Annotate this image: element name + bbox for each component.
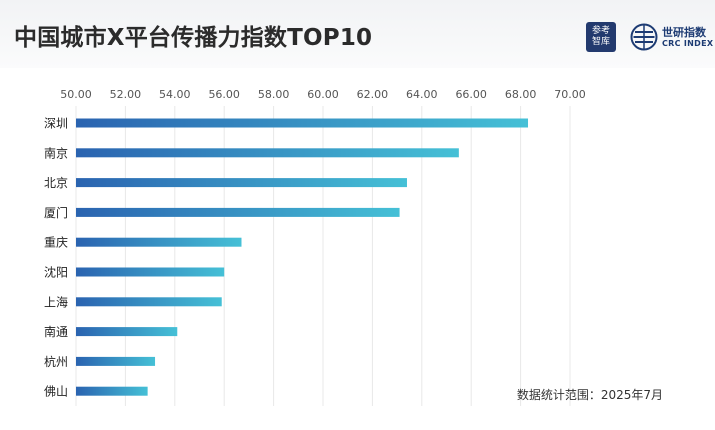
category-label: 北京 [44, 176, 68, 190]
think-tank-logo: 参考 智库 [586, 22, 616, 52]
category-label: 南京 [44, 145, 68, 160]
bar [76, 148, 459, 158]
bar [76, 267, 225, 277]
category-label: 厦门 [44, 205, 68, 220]
x-tick-label: 50.00 [60, 88, 92, 101]
globe-icon [630, 23, 658, 51]
x-tick-labels: 50.00 52.00 54.00 56.00 58.00 60.00 62.00 64.00… [60, 88, 586, 101]
x-tick-label: 62.00 [357, 88, 389, 101]
bar [76, 356, 156, 366]
x-tick-label: 64.00 [406, 88, 438, 101]
crc-logo-en: CRC INDEX [662, 39, 714, 48]
x-tick-label: 52.00 [110, 88, 142, 101]
think-tank-logo-line2: 智库 [591, 37, 610, 47]
category-label: 上海 [44, 294, 68, 309]
data-range-note: 数据统计范围：2025年7月 [516, 388, 663, 402]
category-label: 深圳 [44, 117, 68, 131]
x-tick-label: 70.00 [554, 88, 586, 101]
category-label: 沈阳 [44, 265, 68, 280]
bar [76, 207, 400, 217]
bar [76, 327, 178, 337]
bars [76, 118, 529, 396]
chart-title: 中国城市X平台传播力指数TOP10 [14, 25, 373, 51]
bar [76, 386, 148, 396]
category-label: 佛山 [44, 385, 68, 399]
bar [76, 118, 529, 128]
x-tick-label: 60.00 [307, 88, 339, 101]
think-tank-logo-line1: 参考 [591, 26, 610, 36]
x-tick-label: 54.00 [159, 88, 191, 101]
category-label: 南通 [44, 324, 68, 339]
category-label: 重庆 [44, 236, 68, 250]
x-tick-label: 58.00 [258, 88, 290, 101]
crc-index-logo: 世研指数 CRC INDEX [630, 22, 714, 52]
bar [76, 178, 407, 188]
x-tick-label: 68.00 [505, 88, 537, 101]
bar [76, 237, 242, 247]
x-tick-label: 66.00 [455, 88, 487, 101]
category-label: 杭州 [44, 354, 68, 369]
x-tick-label: 56.00 [208, 88, 240, 101]
bar [76, 297, 222, 307]
crc-logo-cn: 世研指数 [662, 26, 706, 39]
